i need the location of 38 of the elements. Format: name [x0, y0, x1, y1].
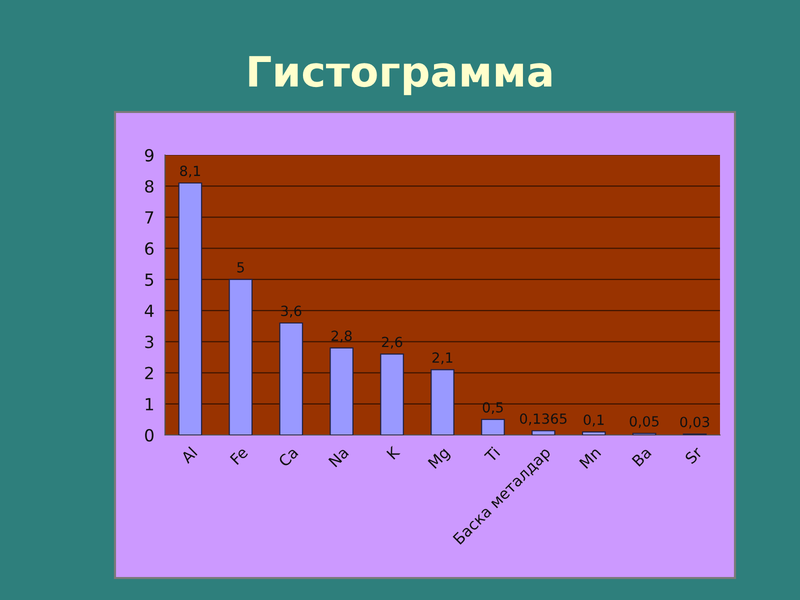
bar — [178, 182, 202, 435]
y-tick-label: 0 — [145, 428, 154, 442]
x-tick-label: Mn — [579, 446, 602, 469]
x-tick-label: Ca — [278, 446, 299, 468]
x-tick-label: Ba — [632, 446, 652, 467]
x-tick-label: Na — [328, 446, 349, 468]
data-label: 0,1 — [584, 414, 604, 426]
bar — [228, 278, 253, 435]
x-tick-label: K — [386, 446, 400, 460]
bar — [430, 369, 454, 435]
chart-title: Гистограмма — [249, 56, 552, 96]
y-tick-label: 2 — [145, 366, 153, 380]
x-tick-label: Mg — [428, 446, 452, 471]
data-label: 0,1365 — [520, 413, 566, 426]
bar — [279, 322, 304, 435]
bar — [532, 430, 556, 435]
data-label: 0,5 — [482, 402, 503, 414]
bar — [481, 418, 505, 435]
data-label: 8,1 — [180, 166, 200, 178]
y-tick-label: 5 — [145, 274, 154, 286]
data-label: 0,05 — [630, 416, 659, 428]
x-tick-label: Sr — [684, 446, 704, 464]
x-tick-label: Fe — [230, 446, 248, 465]
data-label: 0,03 — [680, 416, 710, 429]
y-tick-label: 7 — [145, 211, 154, 224]
bar — [330, 347, 354, 435]
x-tick-label: Al — [180, 446, 198, 464]
y-tick-label: 4 — [144, 304, 154, 317]
data-label: 2,1 — [432, 352, 452, 364]
bar — [380, 354, 404, 435]
y-tick-label: 9 — [145, 148, 154, 162]
data-label: 5 — [237, 262, 244, 273]
bar — [582, 431, 606, 435]
y-tick-label: 3 — [145, 336, 154, 348]
y-tick-label: 1 — [146, 398, 154, 410]
y-tick-label: 6 — [145, 242, 154, 255]
data-label: 2,8 — [332, 330, 352, 342]
y-tick-label: 8 — [145, 180, 154, 193]
